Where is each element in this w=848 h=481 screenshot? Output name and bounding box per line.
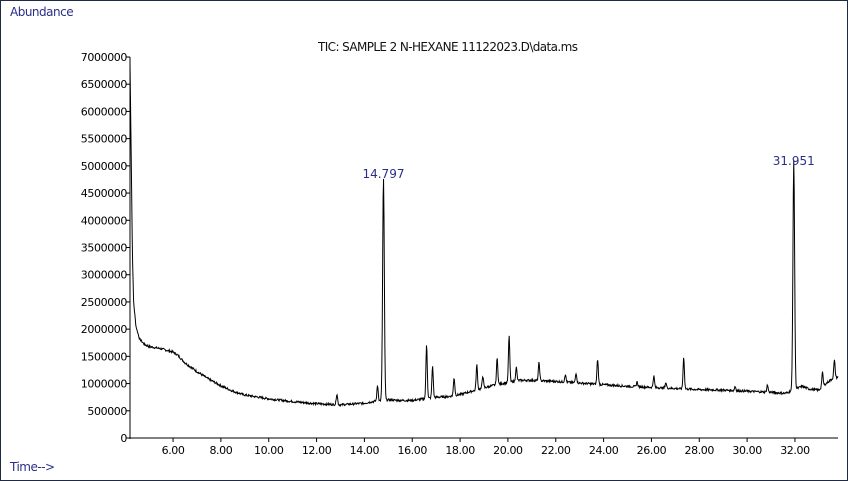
y-tick-label: 5000000 bbox=[81, 160, 128, 173]
y-tick-label: 5500000 bbox=[81, 133, 128, 146]
y-tick-label: 7000000 bbox=[81, 51, 128, 64]
y-tick-label: 2000000 bbox=[81, 323, 128, 336]
x-tick-label: 10.00 bbox=[254, 444, 284, 457]
y-tick-label: 1000000 bbox=[81, 378, 128, 391]
tic-trace-line bbox=[129, 62, 839, 408]
x-tick-label: 32.00 bbox=[780, 444, 810, 457]
x-tick-label: 16.00 bbox=[397, 444, 427, 457]
y-tick-label: 0 bbox=[120, 432, 127, 445]
y-tick-label: 4000000 bbox=[81, 214, 128, 227]
annotation-group: 14.797 31.951 bbox=[362, 154, 814, 181]
peak-label: 31.951 bbox=[773, 154, 815, 168]
peak-label: 14.797 bbox=[362, 167, 404, 181]
x-ticks-group: 6.00 8.00 10.00 12.00 14.00 16.00 18.00 20.00 22… bbox=[162, 438, 810, 457]
y-tick-label: 6000000 bbox=[81, 105, 128, 118]
x-tick-label: 20.00 bbox=[493, 444, 523, 457]
y-tick-label: 3000000 bbox=[81, 269, 128, 282]
y-tick-label: 6500000 bbox=[81, 78, 128, 91]
y-tick-label: 2500000 bbox=[81, 296, 128, 309]
chart-title: TIC: SAMPLE 2 N-HEXANE 11122023.D\data.m… bbox=[318, 40, 578, 54]
x-tick-label: 30.00 bbox=[732, 444, 762, 457]
x-tick-label: 22.00 bbox=[541, 444, 571, 457]
y-ticks-group: 0 500000 1000000 1500000 2000000 2500000 30000… bbox=[81, 51, 130, 445]
y-axis-label: Abundance bbox=[10, 5, 74, 19]
x-tick-label: 26.00 bbox=[637, 444, 667, 457]
y-tick-label: 1500000 bbox=[81, 350, 128, 363]
x-tick-label: 12.00 bbox=[302, 444, 332, 457]
x-tick-label: 24.00 bbox=[589, 444, 619, 457]
x-axis-label: Time--> bbox=[10, 460, 55, 474]
x-tick-label: 6.00 bbox=[162, 444, 185, 457]
x-tick-label: 14.00 bbox=[350, 444, 380, 457]
y-tick-label: 500000 bbox=[87, 405, 127, 418]
y-tick-label: 4500000 bbox=[81, 187, 128, 200]
x-tick-label: 8.00 bbox=[209, 444, 232, 457]
y-tick-label: 3500000 bbox=[81, 242, 128, 255]
x-tick-label: 18.00 bbox=[445, 444, 475, 457]
trace-group bbox=[129, 62, 839, 408]
x-tick-label: 28.00 bbox=[685, 444, 715, 457]
